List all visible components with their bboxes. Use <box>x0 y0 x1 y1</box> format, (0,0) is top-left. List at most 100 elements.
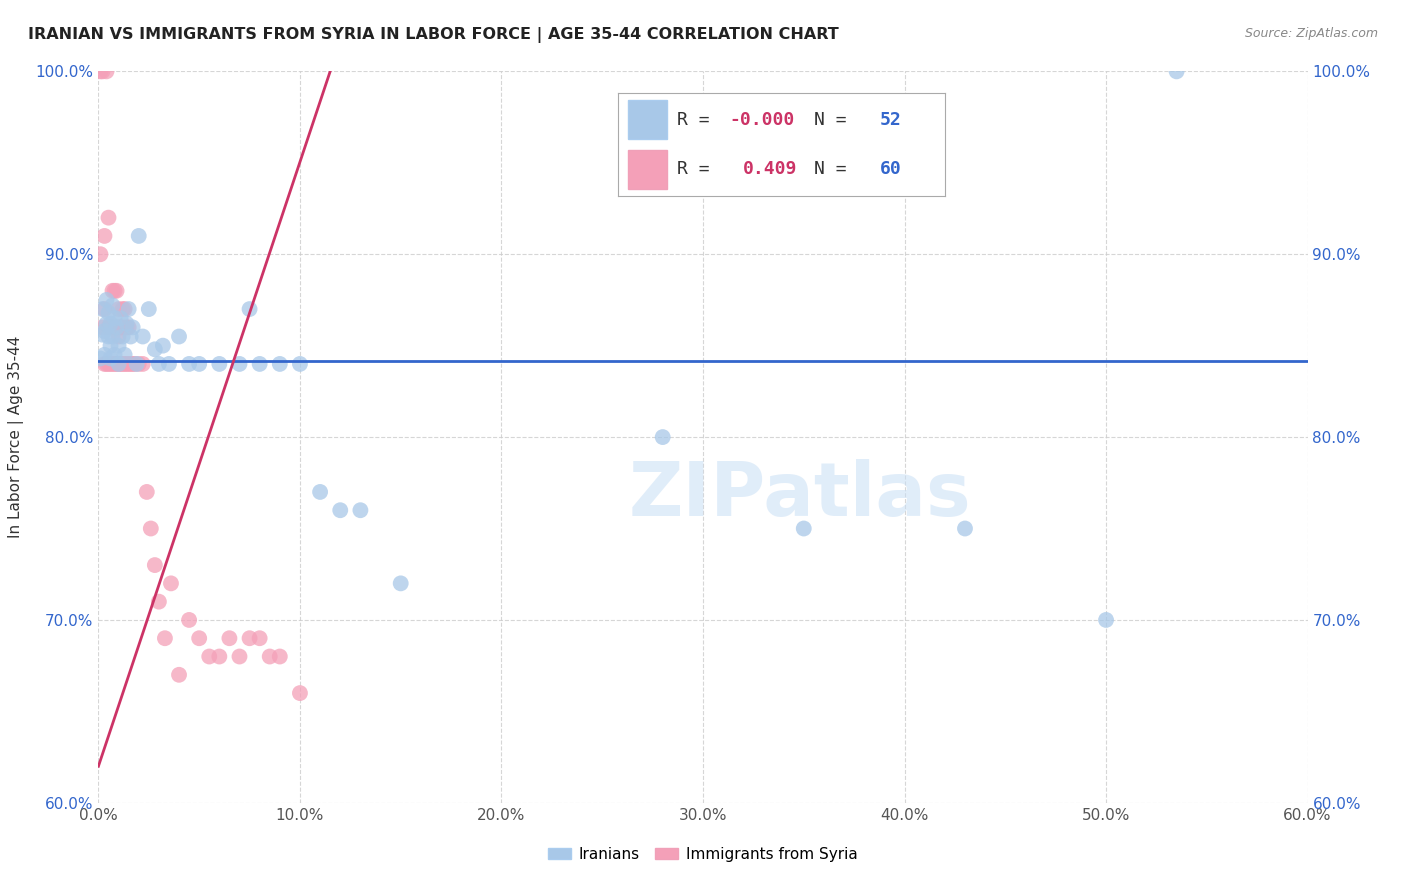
Iranians <box>105 320 128 334</box>
Iranians <box>107 338 129 352</box>
Iranians <box>329 503 352 517</box>
Iranians <box>100 338 122 352</box>
Text: ZIPatlas: ZIPatlas <box>628 459 972 533</box>
Iranians <box>101 329 124 343</box>
Iranians <box>167 329 190 343</box>
Immigrants from Syria <box>110 357 132 371</box>
Iranians <box>269 357 291 371</box>
Iranians <box>228 357 250 371</box>
Immigrants from Syria <box>114 357 136 371</box>
Iranians <box>114 348 136 362</box>
Immigrants from Syria <box>218 632 240 646</box>
Immigrants from Syria <box>107 320 129 334</box>
Immigrants from Syria <box>97 211 120 225</box>
Iranians <box>97 329 120 343</box>
Immigrants from Syria <box>96 357 118 371</box>
Iranians <box>288 357 311 371</box>
Immigrants from Syria <box>167 667 190 681</box>
Iranians <box>309 485 332 500</box>
Iranians <box>115 317 138 331</box>
Iranians <box>100 351 122 366</box>
Immigrants from Syria <box>259 649 281 664</box>
Immigrants from Syria <box>91 64 114 78</box>
Immigrants from Syria <box>107 357 129 371</box>
Iranians <box>103 348 125 362</box>
Y-axis label: In Labor Force | Age 35-44: In Labor Force | Age 35-44 <box>8 336 24 538</box>
Iranians <box>1095 613 1118 627</box>
Immigrants from Syria <box>110 320 132 334</box>
Immigrants from Syria <box>103 320 125 334</box>
Immigrants from Syria <box>107 302 129 317</box>
Iranians <box>107 357 129 371</box>
Immigrants from Syria <box>118 357 141 371</box>
Iranians <box>120 329 142 343</box>
Immigrants from Syria <box>100 357 122 371</box>
Immigrants from Syria <box>105 357 128 371</box>
Immigrants from Syria <box>101 357 124 371</box>
Iranians <box>239 302 262 317</box>
Iranians <box>103 311 125 326</box>
Iranians <box>208 357 231 371</box>
Iranians <box>651 430 673 444</box>
Immigrants from Syria <box>89 247 111 261</box>
Immigrants from Syria <box>107 329 129 343</box>
Immigrants from Syria <box>228 649 250 664</box>
Text: Source: ZipAtlas.com: Source: ZipAtlas.com <box>1244 27 1378 40</box>
Immigrants from Syria <box>93 357 115 371</box>
Immigrants from Syria <box>160 576 183 591</box>
Immigrants from Syria <box>132 357 155 371</box>
Iranians <box>93 348 115 362</box>
Iranians <box>128 228 150 243</box>
Iranians <box>111 329 134 343</box>
Immigrants from Syria <box>103 284 125 298</box>
Iranians <box>91 302 114 317</box>
Immigrants from Syria <box>188 632 211 646</box>
Immigrants from Syria <box>105 284 128 298</box>
Legend: Iranians, Immigrants from Syria: Iranians, Immigrants from Syria <box>543 841 863 868</box>
Iranians <box>96 293 118 307</box>
Immigrants from Syria <box>96 64 118 78</box>
Immigrants from Syria <box>153 632 176 646</box>
Iranians <box>125 357 148 371</box>
Iranians <box>793 522 815 536</box>
Immigrants from Syria <box>143 558 166 573</box>
Immigrants from Syria <box>124 357 146 371</box>
Iranians <box>953 522 976 536</box>
Immigrants from Syria <box>91 320 114 334</box>
Immigrants from Syria <box>269 649 291 664</box>
Immigrants from Syria <box>115 357 138 371</box>
Iranians <box>188 357 211 371</box>
Iranians <box>97 306 120 320</box>
Iranians <box>132 329 155 343</box>
Immigrants from Syria <box>121 357 143 371</box>
Iranians <box>157 357 180 371</box>
Immigrants from Syria <box>128 357 150 371</box>
Immigrants from Syria <box>100 320 122 334</box>
Iranians <box>138 302 160 317</box>
Immigrants from Syria <box>208 649 231 664</box>
Text: IRANIAN VS IMMIGRANTS FROM SYRIA IN LABOR FORCE | AGE 35-44 CORRELATION CHART: IRANIAN VS IMMIGRANTS FROM SYRIA IN LABO… <box>28 27 839 43</box>
Iranians <box>349 503 371 517</box>
Immigrants from Syria <box>97 320 120 334</box>
Iranians <box>1166 64 1188 78</box>
Iranians <box>148 357 170 371</box>
Immigrants from Syria <box>101 284 124 298</box>
Iranians <box>89 351 111 366</box>
Iranians <box>100 317 122 331</box>
Immigrants from Syria <box>148 595 170 609</box>
Immigrants from Syria <box>114 302 136 317</box>
Immigrants from Syria <box>111 320 134 334</box>
Iranians <box>110 311 132 326</box>
Immigrants from Syria <box>288 686 311 700</box>
Immigrants from Syria <box>249 632 271 646</box>
Immigrants from Syria <box>103 357 125 371</box>
Immigrants from Syria <box>139 522 162 536</box>
Immigrants from Syria <box>239 632 262 646</box>
Iranians <box>152 338 174 352</box>
Iranians <box>389 576 412 591</box>
Immigrants from Syria <box>179 613 201 627</box>
Iranians <box>96 317 118 331</box>
Immigrants from Syria <box>118 320 141 334</box>
Immigrants from Syria <box>135 485 157 500</box>
Iranians <box>249 357 271 371</box>
